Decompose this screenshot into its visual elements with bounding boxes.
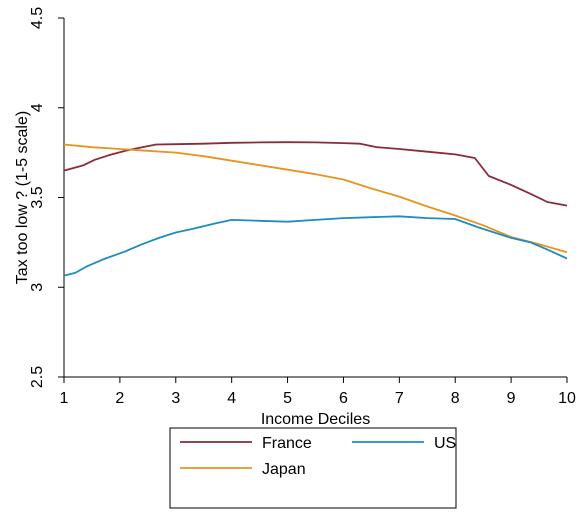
series-line-us — [63, 215, 568, 277]
x-tick-label: 7 — [395, 390, 404, 407]
legend: France Japan US — [169, 427, 457, 509]
x-tick-label: 10 — [558, 390, 576, 407]
legend-label-us: US — [434, 435, 456, 452]
x-ticks: 1 2 3 4 5 6 7 8 9 10 — [60, 377, 576, 407]
x-tick-label: 9 — [507, 390, 516, 407]
y-tick-label: 3.5 — [29, 186, 46, 208]
x-axis-title: Income Deciles — [261, 411, 370, 428]
x-tick-label: 4 — [227, 390, 236, 407]
y-tick-label: 3 — [29, 283, 46, 292]
x-tick-label: 1 — [60, 390, 69, 407]
legend-label-japan: Japan — [262, 461, 306, 478]
y-tick-label: 4 — [29, 103, 46, 112]
x-tick-label: 6 — [339, 390, 348, 407]
y-tick-label: 2.5 — [29, 366, 46, 388]
x-tick-label: 3 — [171, 390, 180, 407]
y-ticks: 2.5 3 3.5 4 4.5 — [29, 7, 64, 388]
y-axis-title: Tax too low ? (1-5 scale) — [14, 111, 31, 284]
series-line-japan — [63, 143, 568, 254]
legend-label-france: France — [262, 435, 312, 452]
x-tick-label: 2 — [115, 390, 124, 407]
series-line-france — [63, 141, 568, 207]
x-tick-label: 5 — [283, 390, 292, 407]
y-tick-label: 4.5 — [29, 7, 46, 29]
series-lines — [63, 141, 568, 277]
axes: 2.5 3 3.5 4 4.5 1 2 3 4 5 6 7 8 9 10 — [29, 7, 576, 407]
x-tick-label: 8 — [451, 390, 460, 407]
